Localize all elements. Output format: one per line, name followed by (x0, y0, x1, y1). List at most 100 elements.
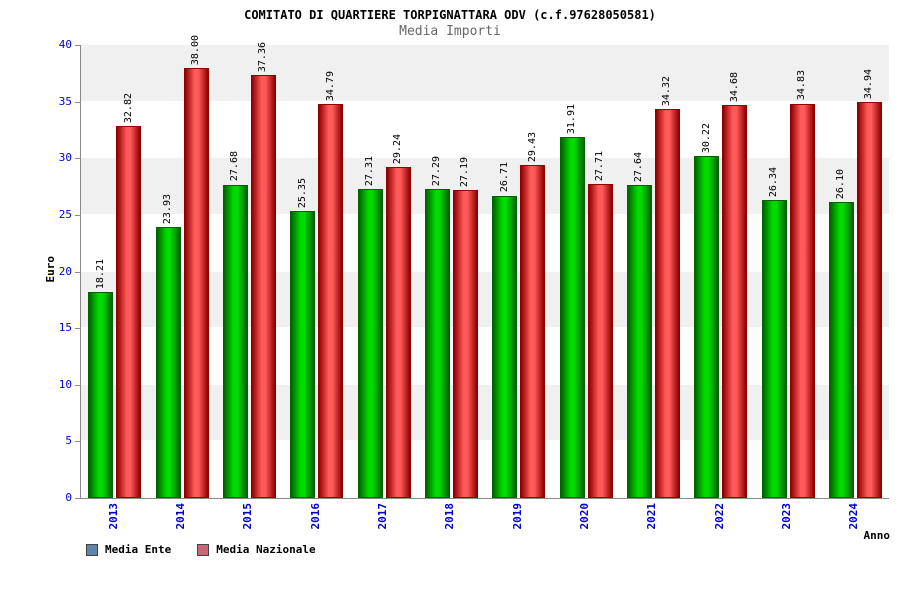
y-tick-label: 15 (58, 321, 72, 335)
bar-media-ente-2013 (88, 291, 114, 498)
bar-value-label: 27.68 (229, 151, 241, 182)
bar-media-nazionale-2020 (587, 184, 613, 498)
legend: Media Ente Media Nazionale (86, 543, 316, 556)
bar-value-label: 34.32 (661, 76, 673, 107)
bar-media-ente-2020 (559, 136, 585, 498)
bar-media-ente-2017 (357, 188, 383, 498)
gridline (81, 440, 889, 442)
bar-value-label: 31.91 (566, 103, 577, 134)
legend-swatch (86, 543, 98, 556)
bar-media-nazionale-2014 (183, 67, 209, 498)
x-tick-label: 2013 (106, 503, 120, 530)
grid-band (81, 271, 889, 329)
y-tick-label: 30 (58, 151, 72, 165)
legend-label: Media Nazionale (216, 543, 316, 556)
bar-value-label: 27.31 (364, 155, 375, 186)
y-tick-label: 40 (58, 38, 72, 51)
x-axis-title: Anno (863, 529, 891, 542)
gridline (81, 270, 889, 272)
x-tick-label: 2024 (847, 503, 861, 530)
bar-media-nazionale-2016 (318, 104, 344, 498)
bar-media-nazionale-2013 (116, 126, 142, 498)
y-tick-mark (75, 158, 80, 160)
bar-value-label: 27.64 (633, 151, 645, 182)
x-tick-label: 2018 (443, 503, 457, 530)
bar-value-label: 34.94 (863, 69, 875, 100)
x-tick-label: 2016 (308, 503, 322, 530)
bar-media-ente-2014 (155, 227, 181, 498)
x-tick-label: 2017 (376, 503, 389, 530)
grid-band (81, 328, 889, 385)
x-tick-label: 2015 (241, 503, 255, 530)
bar-media-ente-2022 (694, 155, 720, 498)
x-tick-label: 2020 (578, 503, 591, 530)
grid-band (81, 45, 889, 102)
gridline (81, 100, 889, 102)
bar-media-ente-2019 (492, 195, 518, 498)
bar-media-nazionale-2019 (520, 164, 546, 498)
bar-media-ente-2023 (761, 199, 787, 498)
legend-item-media-ente: Media Ente (86, 543, 171, 556)
bar-value-label: 37.36 (257, 41, 269, 72)
x-tick-label: 2021 (645, 503, 659, 530)
y-tick-mark (75, 384, 80, 386)
y-tick-mark (75, 101, 80, 103)
bar-value-label: 34.83 (796, 70, 807, 101)
bar-value-label: 34.79 (324, 70, 336, 102)
y-tick-label: 20 (58, 264, 72, 278)
gridline (81, 383, 889, 385)
bar-value-label: 27.71 (594, 151, 605, 182)
legend-item-media-nazionale: Media Nazionale (197, 543, 316, 556)
bar-value-label: 23.93 (162, 193, 173, 224)
y-tick-mark (75, 328, 80, 330)
y-tick-mark (75, 45, 80, 46)
bar-media-ente-2016 (290, 210, 316, 498)
plot-area: 18.21 32.82 23.93 38.00 27.68 37.36 25.35 34.79… (80, 35, 889, 499)
bar-media-nazionale-2017 (385, 166, 411, 498)
bar-media-nazionale-2015 (250, 74, 276, 498)
gridline (81, 157, 889, 159)
bar-media-ente-2018 (424, 188, 450, 498)
y-tick-label: 10 (58, 377, 72, 391)
y-tick-mark (75, 214, 80, 216)
bar-value-label: 34.68 (728, 72, 740, 103)
bar-value-label: 27.19 (459, 156, 471, 188)
bar-media-ente-2024 (828, 202, 854, 498)
bar-media-nazionale-2021 (654, 109, 680, 498)
bar-value-label: 38.00 (190, 34, 201, 65)
bar-value-label: 26.71 (498, 162, 510, 193)
grid-band (81, 384, 889, 442)
x-tick-label: 2023 (780, 503, 793, 530)
legend-swatch (197, 543, 210, 556)
bar-media-nazionale-2022 (722, 105, 748, 498)
bar-value-label: 30.22 (700, 122, 712, 153)
x-tick-label: 2014 (174, 503, 187, 530)
chart-subtitle: Media Importi (399, 24, 501, 39)
x-tick-label: 2019 (510, 503, 524, 530)
bar-value-label: 18.21 (94, 258, 106, 289)
bar-value-label: 29.24 (392, 133, 403, 164)
bar-media-ente-2015 (222, 184, 248, 498)
y-tick-mark (75, 271, 80, 273)
x-tick-label: 2022 (712, 503, 726, 530)
bar-media-nazionale-2018 (452, 190, 478, 498)
gridline (81, 327, 889, 329)
bar-media-nazionale-2023 (789, 103, 815, 498)
y-tick-mark (75, 498, 80, 499)
y-tick-mark (75, 441, 80, 443)
grid-band (81, 214, 889, 272)
chart-title: COMITATO DI QUARTIERE TORPIGNATTARA ODV … (244, 8, 656, 22)
bar-value-label: 29.43 (526, 131, 538, 162)
legend-label: Media Ente (105, 543, 172, 556)
gridline (81, 213, 889, 215)
grid-band (81, 441, 889, 498)
bar-media-nazionale-2024 (856, 102, 882, 498)
bar-value-label: 26.10 (835, 169, 847, 200)
grid-band (81, 158, 889, 215)
bar-value-label: 25.35 (296, 177, 308, 208)
y-tick-label: 25 (58, 207, 72, 221)
bar-value-label: 26.34 (768, 166, 779, 197)
grid-band (81, 101, 889, 159)
y-tick-label: 5 (65, 434, 72, 448)
